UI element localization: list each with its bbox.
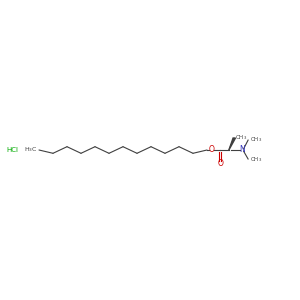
Text: N: N bbox=[239, 146, 245, 154]
Text: O: O bbox=[208, 146, 214, 154]
Text: CH$_3$: CH$_3$ bbox=[250, 155, 263, 164]
Text: CH$_3$: CH$_3$ bbox=[250, 135, 263, 144]
Text: HCl: HCl bbox=[7, 147, 19, 153]
Text: CH$_3$: CH$_3$ bbox=[235, 133, 248, 142]
Text: O: O bbox=[217, 159, 223, 168]
Text: H$_3$C: H$_3$C bbox=[24, 146, 38, 154]
Polygon shape bbox=[229, 138, 236, 150]
